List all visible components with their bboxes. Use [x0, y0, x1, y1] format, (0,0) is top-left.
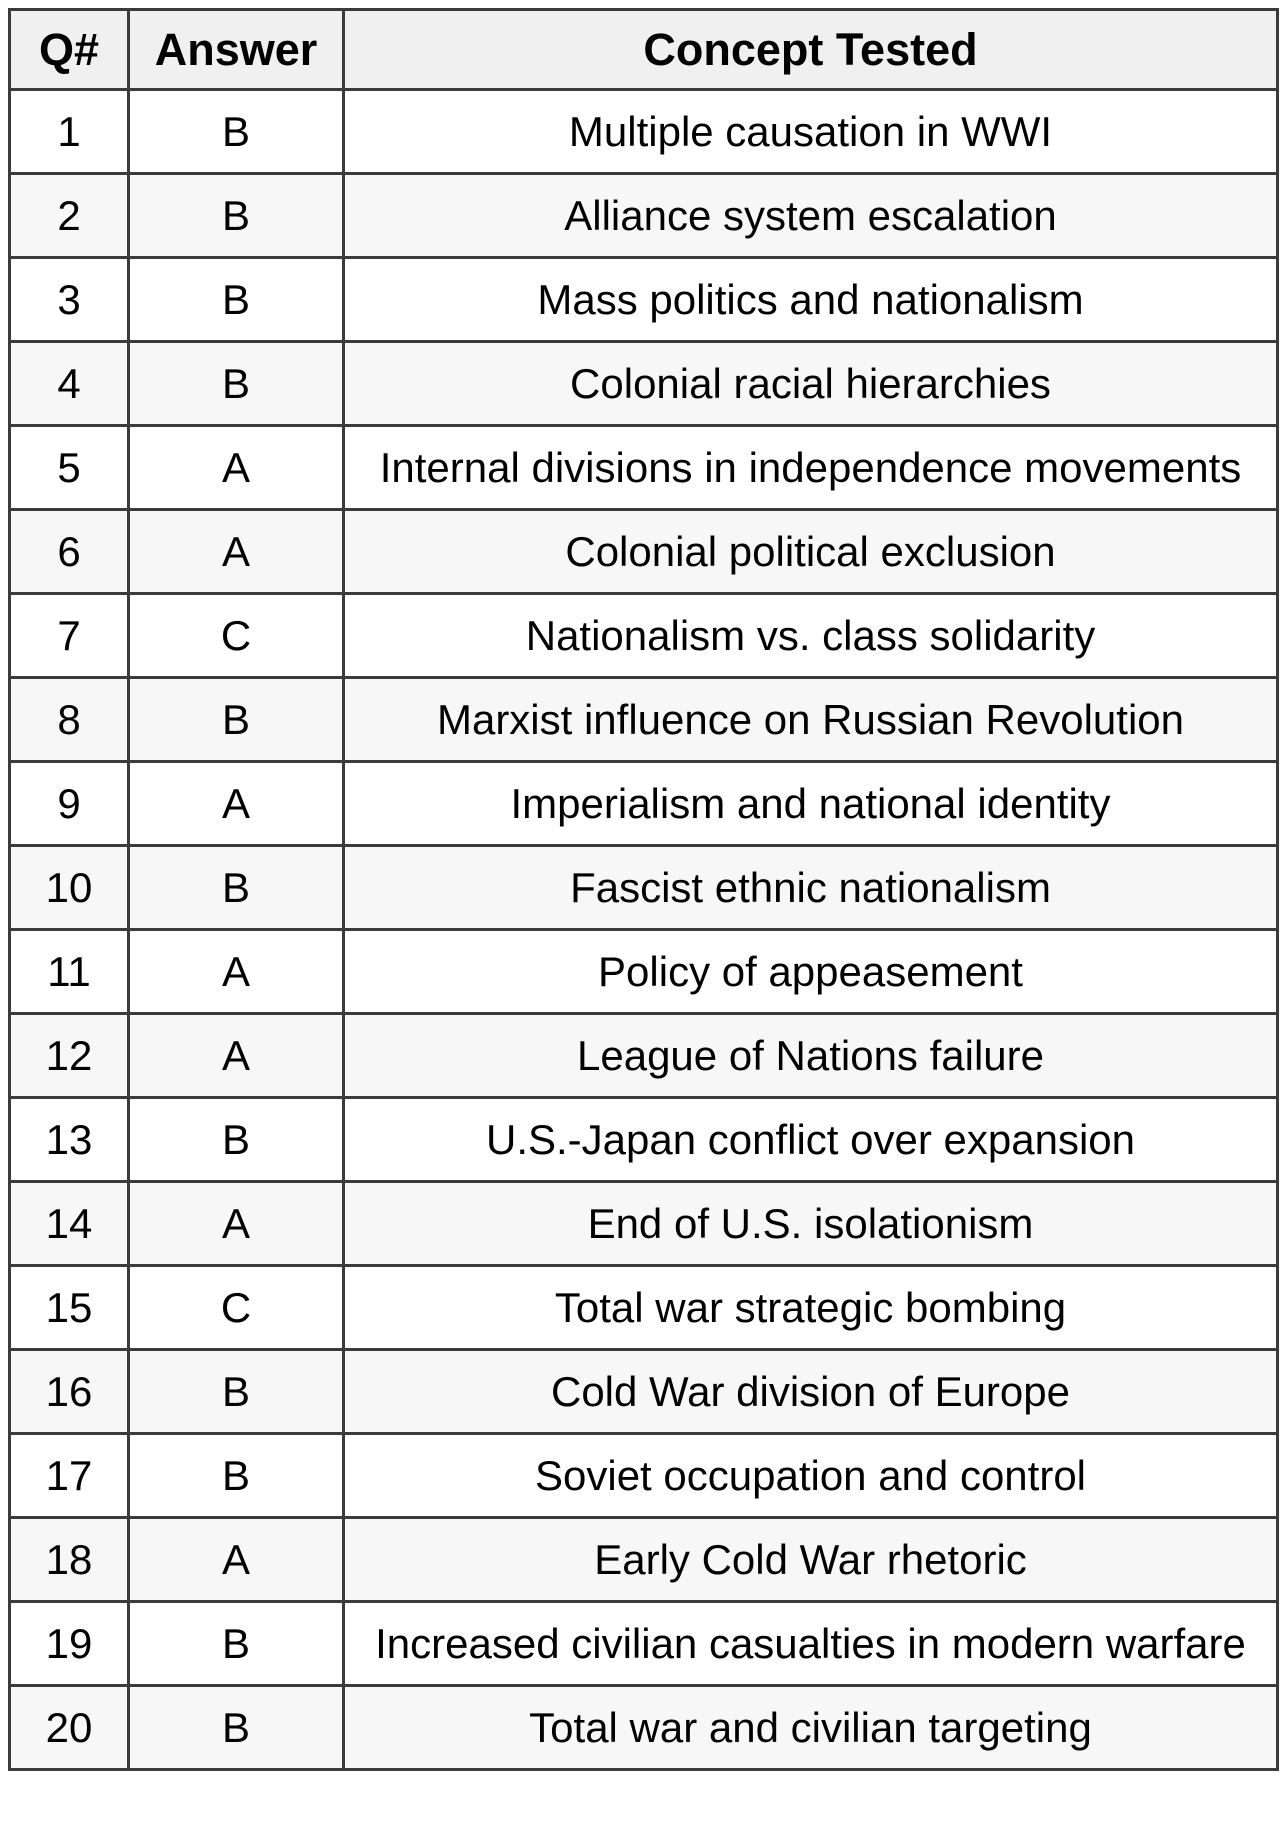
answer-cell: B: [127, 1432, 345, 1519]
question-number-cell: 13: [8, 1096, 130, 1183]
table-row: 8 B Marxist influence on Russian Revolutio…: [8, 676, 1279, 763]
concept-cell: Total war strategic bombing: [342, 1264, 1279, 1351]
table-row: 10 B Fascist ethnic nationalism: [8, 844, 1279, 931]
question-number-cell: 3: [8, 256, 130, 343]
concept-cell: End of U.S. isolationism: [342, 1180, 1279, 1267]
concept-cell: Total war and civilian targeting: [342, 1684, 1279, 1771]
table-row: 1 B Multiple causation in WWI: [8, 88, 1279, 175]
concept-cell: Marxist influence on Russian Revolution: [342, 676, 1279, 763]
table-row: 9 A Imperialism and national identity: [8, 760, 1279, 847]
concept-cell: Alliance system escalation: [342, 172, 1279, 259]
concept-cell: Soviet occupation and control: [342, 1432, 1279, 1519]
concept-cell: Colonial political exclusion: [342, 508, 1279, 595]
answer-cell: A: [127, 1516, 345, 1603]
question-number-cell: 11: [8, 928, 130, 1015]
question-number-cell: 7: [8, 592, 130, 679]
answer-cell: B: [127, 172, 345, 259]
table-body: 1 B Multiple causation in WWI 2 B Alliance sy…: [8, 88, 1279, 1771]
question-number-cell: 6: [8, 508, 130, 595]
answer-cell: B: [127, 844, 345, 931]
answer-cell: A: [127, 424, 345, 511]
table-row: 19 B Increased civilian casualties in mode…: [8, 1600, 1279, 1687]
header-row: Q# Answer Concept Tested: [8, 8, 1279, 91]
question-number-cell: 18: [8, 1516, 130, 1603]
table-row: 17 B Soviet occupation and control: [8, 1432, 1279, 1519]
concept-cell: Colonial racial hierarchies: [342, 340, 1279, 427]
table-row: 3 B Mass politics and nationalism: [8, 256, 1279, 343]
table-row: 2 B Alliance system escalation: [8, 172, 1279, 259]
table-row: 16 B Cold War division of Europe: [8, 1348, 1279, 1435]
question-number-cell: 1: [8, 88, 130, 175]
table-row: 15 C Total war strategic bombing: [8, 1264, 1279, 1351]
answer-cell: B: [127, 1600, 345, 1687]
concept-cell: League of Nations failure: [342, 1012, 1279, 1099]
question-number-cell: 19: [8, 1600, 130, 1687]
concept-cell: Increased civilian casualties in modern …: [342, 1600, 1279, 1687]
question-number-cell: 15: [8, 1264, 130, 1351]
concept-cell: Mass politics and nationalism: [342, 256, 1279, 343]
concept-cell: U.S.-Japan conflict over expansion: [342, 1096, 1279, 1183]
question-number-cell: 10: [8, 844, 130, 931]
table-row: 13 B U.S.-Japan conflict over expansion: [8, 1096, 1279, 1183]
question-number-cell: 5: [8, 424, 130, 511]
table-row: 18 A Early Cold War rhetoric: [8, 1516, 1279, 1603]
table-row: 14 A End of U.S. isolationism: [8, 1180, 1279, 1267]
question-number-cell: 17: [8, 1432, 130, 1519]
concept-cell: Multiple causation in WWI: [342, 88, 1279, 175]
table-row: 12 A League of Nations failure: [8, 1012, 1279, 1099]
table-row: 6 A Colonial political exclusion: [8, 508, 1279, 595]
answer-key-table: Q# Answer Concept Tested 1 B Multiple caus…: [8, 8, 1279, 1771]
question-number-cell: 9: [8, 760, 130, 847]
table-row: 4 B Colonial racial hierarchies: [8, 340, 1279, 427]
question-number-cell: 2: [8, 172, 130, 259]
answer-cell: A: [127, 760, 345, 847]
column-header-concept-tested: Concept Tested: [342, 8, 1279, 91]
answer-cell: C: [127, 1264, 345, 1351]
answer-cell: C: [127, 592, 345, 679]
answer-cell: A: [127, 1180, 345, 1267]
column-header-question-number: Q#: [8, 8, 130, 91]
concept-cell: Nationalism vs. class solidarity: [342, 592, 1279, 679]
question-number-cell: 12: [8, 1012, 130, 1099]
answer-cell: B: [127, 676, 345, 763]
answer-cell: B: [127, 256, 345, 343]
concept-cell: Early Cold War rhetoric: [342, 1516, 1279, 1603]
answer-cell: B: [127, 1096, 345, 1183]
table-row: 7 C Nationalism vs. class solidarity: [8, 592, 1279, 679]
answer-cell: A: [127, 928, 345, 1015]
answer-cell: B: [127, 1684, 345, 1771]
question-number-cell: 20: [8, 1684, 130, 1771]
concept-cell: Cold War division of Europe: [342, 1348, 1279, 1435]
concept-cell: Imperialism and national identity: [342, 760, 1279, 847]
question-number-cell: 16: [8, 1348, 130, 1435]
answer-cell: B: [127, 340, 345, 427]
question-number-cell: 14: [8, 1180, 130, 1267]
table-row: 5 A Internal divisions in independence mov…: [8, 424, 1279, 511]
concept-cell: Policy of appeasement: [342, 928, 1279, 1015]
table-row: 11 A Policy of appeasement: [8, 928, 1279, 1015]
table-row: 20 B Total war and civilian targeting: [8, 1684, 1279, 1771]
answer-cell: A: [127, 1012, 345, 1099]
column-header-answer: Answer: [127, 8, 345, 91]
question-number-cell: 8: [8, 676, 130, 763]
answer-cell: B: [127, 88, 345, 175]
concept-cell: Fascist ethnic nationalism: [342, 844, 1279, 931]
answer-cell: A: [127, 508, 345, 595]
answer-cell: B: [127, 1348, 345, 1435]
question-number-cell: 4: [8, 340, 130, 427]
concept-cell: Internal divisions in independence movem…: [342, 424, 1279, 511]
